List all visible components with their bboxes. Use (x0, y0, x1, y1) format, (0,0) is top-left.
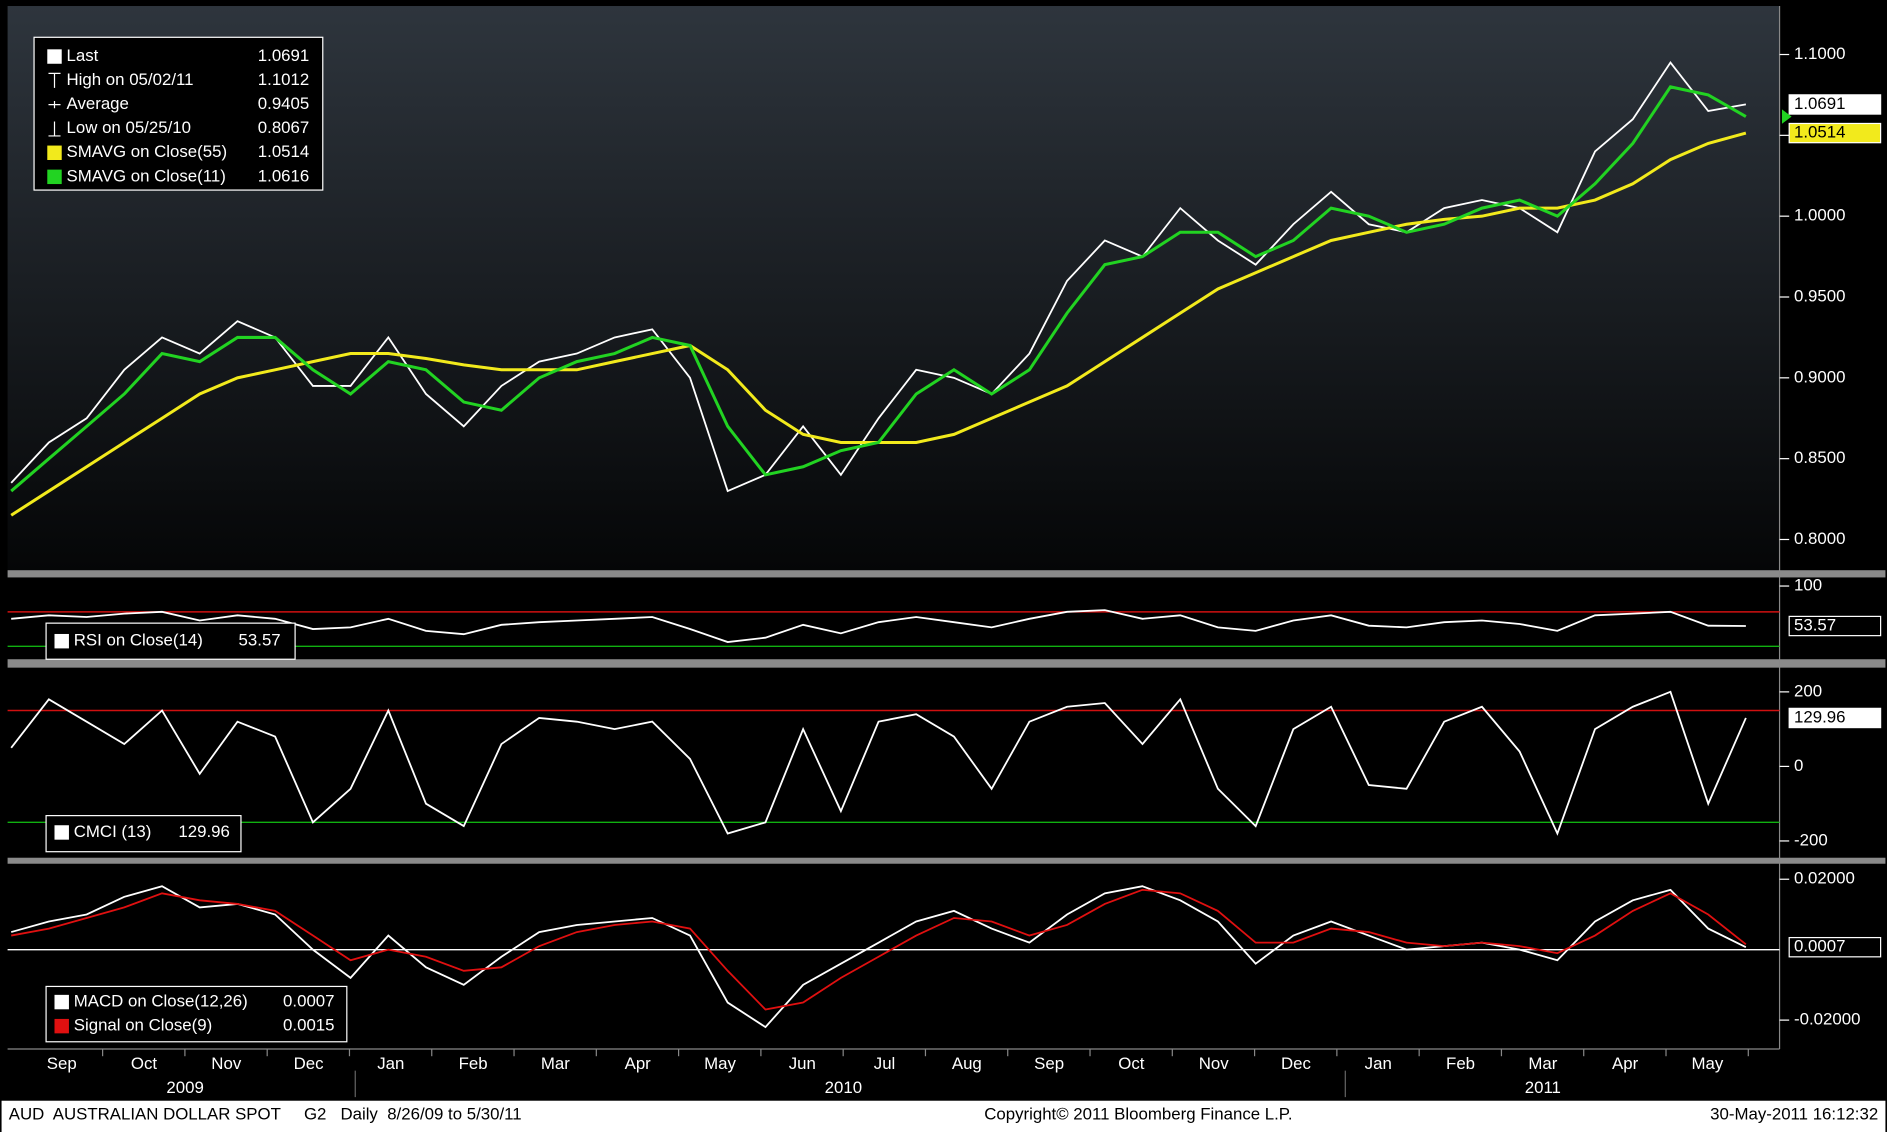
value-tag-label: 129.96 (1794, 707, 1845, 726)
y-tick-label: 0.8500 (1794, 448, 1845, 467)
legend-value: 1.1012 (258, 70, 309, 89)
y-tick-label: -0.02000 (1794, 1010, 1860, 1029)
legend-box (45, 815, 242, 853)
legend-value: 0.0015 (283, 1016, 334, 1035)
value-tag-label: 53.57 (1794, 615, 1836, 634)
x-tick-label: Nov (211, 1054, 242, 1073)
legend-label: MACD on Close(12,26) (74, 992, 248, 1011)
value-tag (1788, 707, 1882, 729)
y-tick-label: 200 (1794, 681, 1822, 700)
y-tick-label: 0.9000 (1794, 367, 1845, 386)
value-tag (1788, 615, 1882, 637)
legend-swatch (54, 633, 69, 649)
value-tag (1788, 122, 1882, 144)
y-tick-label: 0.8000 (1794, 529, 1845, 548)
y-tick-label: 1.1000 (1794, 44, 1845, 63)
value-tag-label: 1.0691 (1794, 94, 1845, 113)
x-tick-label: Dec (294, 1054, 324, 1073)
legend-glyph (48, 72, 61, 137)
series-line (10, 690, 1747, 836)
legend-value: 1.0691 (258, 46, 309, 65)
x-tick-label: Sep (1034, 1054, 1064, 1073)
y-tick-label: 0 (1794, 756, 1803, 775)
x-tick-label: Oct (131, 1054, 158, 1073)
legend-swatch (54, 1018, 69, 1034)
value-tag (1788, 936, 1882, 958)
series-line (11, 609, 1746, 643)
x-tick-label: Nov (1199, 1054, 1230, 1073)
legend-label: Average (67, 94, 129, 113)
separator (7, 659, 1886, 668)
y-tick-label: 100 (1794, 575, 1822, 594)
legend-label: CMCI (13) (74, 822, 152, 841)
legend-box (33, 36, 324, 191)
legend-swatch (47, 49, 62, 64)
y-tick-label: 0.9500 (1794, 286, 1845, 305)
legend-value: 1.0616 (258, 166, 309, 185)
footer-bar (1, 1100, 1886, 1132)
legend-value: 0.8067 (258, 118, 309, 137)
x-tick-label: Apr (1612, 1054, 1639, 1073)
legend-swatch (47, 145, 62, 160)
y-tick-label: 1.0000 (1794, 206, 1845, 225)
x-tick-label: May (704, 1054, 736, 1073)
footer-center: Copyright© 2011 Bloomberg Finance L.P. (984, 1105, 1292, 1124)
series-line (11, 888, 1747, 1011)
footer-left: AUD AUSTRALIAN DOLLAR SPOT G2 Daily 8/26… (9, 1105, 522, 1124)
year-label: 2009 (166, 1078, 203, 1097)
x-tick-label: Apr (625, 1054, 652, 1073)
x-tick-label: Dec (1281, 1054, 1311, 1073)
legend-value: 0.9405 (258, 94, 309, 113)
value-tag-label: 0.0007 (1794, 937, 1845, 956)
legend-label: Signal on Close(9) (74, 1016, 212, 1035)
y-tick-label: 0.02000 (1794, 869, 1855, 888)
legend-label: SMAVG on Close(11) (67, 166, 226, 185)
legend-label: High on 05/02/11 (67, 70, 194, 89)
x-tick-label: Oct (1118, 1054, 1145, 1073)
legend-value: 129.96 (178, 822, 229, 841)
x-tick-label: Mar (1528, 1054, 1557, 1073)
footer-right: 30-May-2011 16:12:32 (1710, 1105, 1878, 1124)
series-line (10, 85, 1747, 493)
x-tick-label: Feb (459, 1054, 488, 1073)
y-tick-label: -200 (1794, 830, 1828, 849)
legend-swatch (54, 994, 69, 1010)
legend-label: Last (67, 46, 99, 65)
x-tick-label: Aug (952, 1054, 982, 1073)
legend-value: 0.0007 (283, 992, 334, 1011)
x-tick-label: Jan (1365, 1054, 1392, 1073)
legend-swatch (54, 825, 69, 840)
legend-label: SMAVG on Close(55) (67, 142, 228, 161)
value-marker (1781, 109, 1792, 124)
series-line (10, 61, 1747, 493)
x-tick-label: Feb (1446, 1054, 1475, 1073)
x-tick-label: Jan (377, 1054, 404, 1073)
legend-label: Low on 05/25/10 (67, 118, 191, 137)
legend-label: RSI on Close(14) (74, 631, 203, 650)
value-tag-label: 1.0514 (1794, 123, 1845, 142)
x-tick-label: Mar (541, 1054, 570, 1073)
year-label: 2011 (1525, 1078, 1561, 1097)
legend-box (45, 622, 296, 660)
year-label: 2010 (825, 1078, 862, 1097)
x-tick-label: Sep (47, 1054, 77, 1073)
x-tick-label: Jun (789, 1054, 816, 1073)
legend-box (45, 985, 348, 1043)
x-tick-label: Jul (874, 1054, 896, 1073)
separator (7, 570, 1886, 578)
legend-swatch (47, 169, 62, 185)
separator (7, 857, 1886, 864)
legend-value: 1.0514 (258, 142, 309, 161)
legend-value: 53.57 (239, 631, 281, 650)
value-tag (1788, 94, 1882, 115)
x-tick-label: May (1691, 1054, 1723, 1073)
